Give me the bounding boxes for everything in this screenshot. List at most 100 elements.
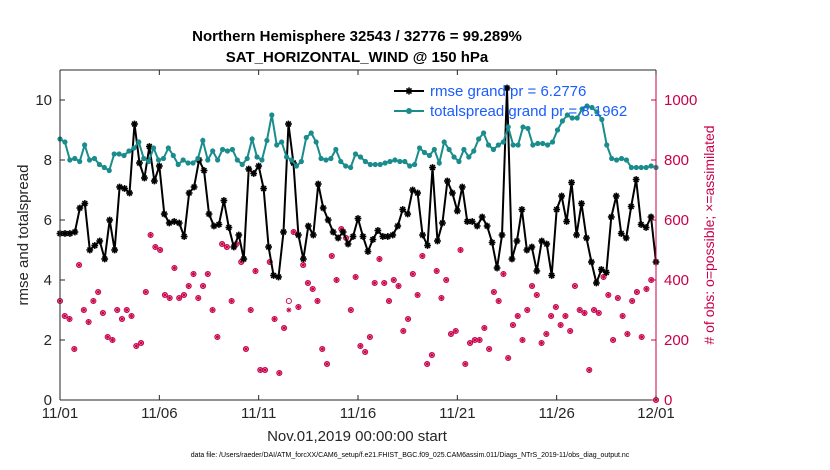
rmse-point (578, 200, 585, 207)
obs-assimilated-point (462, 361, 468, 367)
rmse-point (453, 207, 461, 215)
obs-assimilated-point (577, 307, 583, 313)
obs-assimilated-point (543, 331, 549, 337)
x-tick-label: 11/21 (439, 405, 475, 422)
totalspread-point (643, 164, 649, 171)
totalspread-point (525, 125, 531, 132)
totalspread-point (441, 139, 447, 145)
rmse-point (508, 255, 516, 263)
rmse-point (91, 242, 99, 249)
totalspread-point (131, 145, 137, 151)
totalspread-point (259, 157, 265, 163)
rmse-point (448, 189, 456, 197)
totalspread-point (62, 139, 68, 145)
rmse-point (285, 120, 292, 128)
totalspread-point (96, 161, 103, 168)
rmse-point (404, 210, 412, 218)
totalspread-point (530, 142, 536, 148)
totalspread-point (224, 148, 231, 154)
totalspread-point (633, 164, 639, 171)
rmse-point (295, 231, 302, 239)
x-tick-label: 11/26 (538, 405, 574, 422)
obs-assimilated-point (224, 244, 230, 250)
rmse-point (121, 185, 128, 192)
series-rmse (56, 84, 660, 287)
y-right-tick-label: 200 (664, 332, 689, 349)
obs-assimilated-point (348, 307, 354, 313)
totalspread-point (318, 155, 324, 162)
obs-assimilated-point (157, 247, 163, 253)
rmse-point (250, 170, 258, 177)
obs-assimilated-point (357, 343, 363, 349)
rmse-point (429, 164, 436, 171)
totalspread-point (421, 149, 428, 156)
rmse-point (548, 272, 556, 279)
obs-assimilated-point (229, 298, 235, 304)
totalspread-point (91, 155, 98, 162)
obs-assimilated-point (291, 229, 297, 235)
totalspread-point (500, 139, 506, 145)
rmse-point (424, 242, 431, 249)
obs-assimilated-point (86, 319, 92, 325)
totalspread-point (136, 139, 142, 145)
rmse-point (478, 213, 486, 221)
rmse-point (339, 228, 347, 236)
obs-assimilated-point (286, 307, 292, 313)
rmse-point (602, 269, 610, 276)
rmse-point (588, 258, 595, 266)
totalspread-point (648, 163, 654, 169)
obs-assimilated-point (171, 265, 178, 271)
legend-label: totalspread grand pr = 8.1962 (430, 103, 627, 120)
rmse-point (190, 183, 198, 191)
obs-assimilated-point (167, 295, 173, 301)
totalspread-point (377, 161, 383, 168)
y-left-tick-label: 6 (44, 212, 52, 229)
obs-assimilated-point (114, 307, 120, 313)
obs-assimilated-point (581, 310, 588, 316)
series-layer (56, 84, 660, 404)
totalspread-point (160, 155, 167, 162)
obs-assimilated-point (147, 232, 154, 238)
rmse-point (245, 165, 253, 173)
rmse-point (369, 236, 377, 243)
obs-assimilated-point (629, 298, 635, 304)
obs-assimilated-point (572, 283, 578, 289)
obs-assimilated-point (415, 292, 421, 298)
rmse-point (612, 192, 620, 200)
totalspread-point (584, 103, 590, 109)
obs-assimilated-point (105, 334, 111, 340)
obs-assimilated-point (262, 367, 268, 373)
obs-assimilated-point (534, 292, 540, 298)
rmse-point (518, 206, 526, 213)
obs-assimilated-point (424, 361, 430, 367)
rmse-point (533, 267, 541, 275)
totalspread-point (638, 164, 644, 171)
rmse-point (647, 213, 655, 221)
totalspread-point (623, 157, 630, 163)
rmse-point (503, 84, 511, 92)
obs-assimilated-point (257, 367, 263, 373)
obs-assimilated-point (624, 331, 630, 337)
rmse-point (126, 189, 133, 197)
totalspread-point (515, 142, 521, 148)
rmse-point (255, 162, 263, 170)
obs-assimilated-point (467, 340, 473, 346)
obs-assimilated-point (333, 277, 340, 283)
totalspread-point (357, 154, 364, 160)
rmse-point (205, 210, 213, 218)
legend: rmse grand pr = 6.2776 totalspread grand … (394, 83, 627, 120)
totalspread-point (190, 160, 196, 166)
rmse-point (111, 246, 119, 254)
obs-possible-point (285, 297, 292, 305)
rmse-point (240, 255, 248, 263)
rmse-point (493, 264, 501, 272)
totalspread-point (535, 140, 541, 147)
obs-assimilated-point (448, 331, 454, 337)
rmse-point (409, 186, 417, 194)
rmse-point (473, 222, 481, 230)
totalspread-point (303, 134, 309, 141)
x-axis-ticks: 11/01 11/06 11/11 11/16 11/21 11/26 12/01 (42, 70, 675, 422)
totalspread-point (150, 145, 157, 151)
totalspread-point (471, 148, 477, 154)
obs-assimilated-point (600, 274, 607, 280)
